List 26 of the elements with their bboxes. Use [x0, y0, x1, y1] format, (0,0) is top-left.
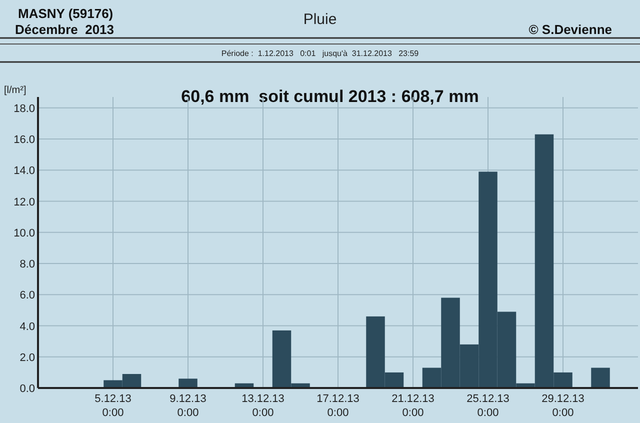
bar: [591, 368, 610, 388]
x-tick-label: 13.12.13 0:00: [242, 393, 284, 419]
chart-title: Pluie: [303, 11, 337, 28]
x-tick-label: 25.12.13 0:00: [466, 393, 510, 419]
x-tick-label: 9.12.13 0:00: [170, 393, 206, 419]
y-tick-label: 0.0: [20, 383, 35, 395]
x-tick-label: 5.12.13 0:00: [94, 393, 132, 419]
y-tick-label: 16.0: [14, 134, 35, 146]
y-tick-label: 8.0: [20, 258, 35, 271]
y-tick-label: 12.0: [14, 196, 35, 208]
x-tick-label: 29.12.13 0:00: [542, 393, 584, 419]
y-tick-label: 2.0: [20, 352, 35, 364]
x-tick-label: 21.12.13 0:00: [392, 393, 434, 419]
y-tick-label: 14.0: [14, 165, 35, 178]
text: MASNY (59176): [18, 6, 114, 21]
x-tick-label: 17.12.13 0:00: [316, 393, 360, 419]
y-tick-label: 10.0: [14, 227, 35, 240]
text: Décembre 2013: [15, 22, 114, 37]
y-tick-label: 4.0: [20, 320, 35, 333]
chart-subtitle: Période : 1.12.2013 0:01 jusqu'à 31.12.2013 23:59: [221, 49, 420, 58]
text: © S.Devienne: [528, 22, 612, 37]
y-tick-label: 6.0: [20, 290, 35, 302]
bar: [178, 378, 198, 388]
y-axis-title: [l/m²]: [4, 85, 26, 96]
y-tick-label: 18.0: [14, 102, 35, 115]
annotation: 60,6 mm soit cumul 2013 : 608,7 mm: [181, 87, 479, 106]
